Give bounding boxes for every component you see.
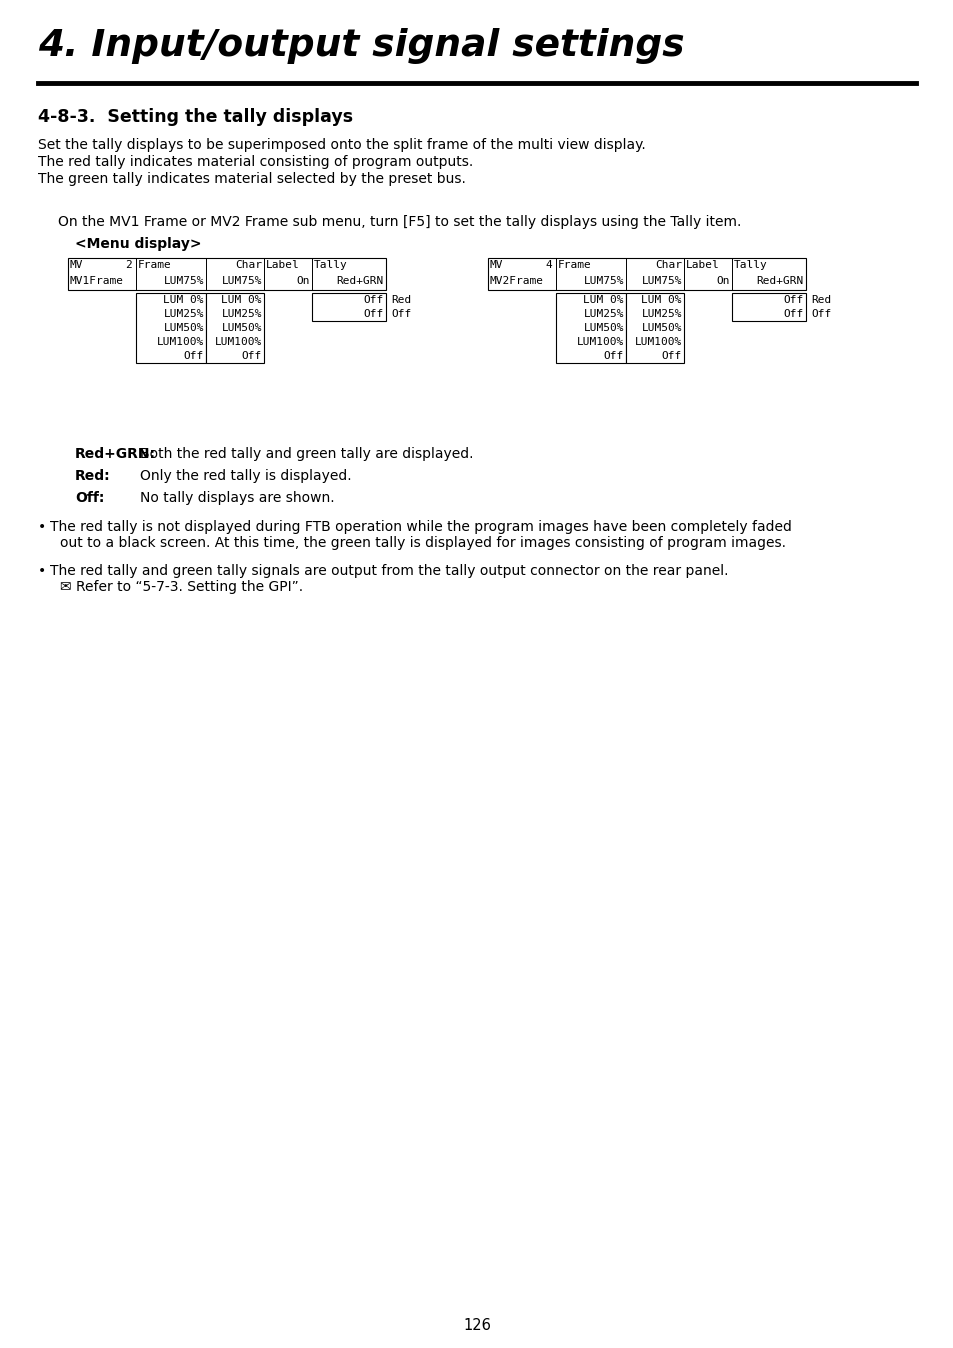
Text: Frame: Frame [558,260,591,270]
Text: LUM50%: LUM50% [640,324,681,333]
Text: Off: Off [363,295,384,305]
Text: LUM75%: LUM75% [640,276,681,286]
Text: MV: MV [490,260,503,270]
Bar [206,293,264,363]
Text: Off: Off [603,350,623,361]
Text: LUM50%: LUM50% [221,324,262,333]
Text: LUM25%: LUM25% [163,309,204,319]
Text: Off: Off [783,295,803,305]
Text: Off:: Off: [75,491,104,506]
Text: 4-8-3.  Setting the tally displays: 4-8-3. Setting the tally displays [38,108,353,125]
Bar [556,293,625,363]
Text: Tally: Tally [314,260,348,270]
Text: LUM25%: LUM25% [583,309,623,319]
Text: Frame: Frame [138,260,172,270]
Text: LUM100%: LUM100% [577,337,623,346]
Text: LUM 0%: LUM 0% [583,295,623,305]
Text: Set the tally displays to be superimposed onto the split frame of the multi view: Set the tally displays to be superimpose… [38,137,645,152]
Text: On: On [296,276,310,286]
Text: 126: 126 [462,1318,491,1333]
Text: LUM75%: LUM75% [221,276,262,286]
Text: MV: MV [70,260,84,270]
Text: LUM25%: LUM25% [221,309,262,319]
Text: out to a black screen. At this time, the green tally is displayed for images con: out to a black screen. At this time, the… [60,537,785,550]
Bar [731,293,805,321]
Text: LUM100%: LUM100% [634,337,681,346]
Text: Off: Off [184,350,204,361]
Text: Off: Off [241,350,262,361]
Text: The red tally indicates material consisting of program outputs.: The red tally indicates material consist… [38,155,473,168]
Text: Both the red tally and green tally are displayed.: Both the red tally and green tally are d… [140,448,473,461]
Text: Only the red tally is displayed.: Only the red tally is displayed. [140,469,352,483]
Text: Char: Char [234,260,262,270]
Text: LUM50%: LUM50% [583,324,623,333]
Text: 4. Input/output signal settings: 4. Input/output signal settings [38,28,684,63]
Text: LUM100%: LUM100% [214,337,262,346]
Text: Label: Label [685,260,719,270]
Text: The red tally is not displayed during FTB operation while the program images hav: The red tally is not displayed during FT… [50,520,791,534]
Text: Off: Off [810,309,830,319]
Text: LUM75%: LUM75% [583,276,623,286]
Text: •: • [38,520,46,534]
Text: On the MV1 Frame or MV2 Frame sub menu, turn [F5] to set the tally displays usin: On the MV1 Frame or MV2 Frame sub menu, … [58,214,740,229]
Text: Off: Off [363,309,384,319]
Text: Red: Red [391,295,411,305]
Bar [136,293,206,363]
Text: Off: Off [391,309,411,319]
Text: Off: Off [783,309,803,319]
Text: LUM 0%: LUM 0% [163,295,204,305]
Text: Label: Label [266,260,299,270]
Text: Off: Off [661,350,681,361]
Text: 2: 2 [125,260,132,270]
Text: Red+GRN: Red+GRN [336,276,384,286]
Text: The green tally indicates material selected by the preset bus.: The green tally indicates material selec… [38,173,465,186]
Text: 4: 4 [545,260,552,270]
Text: The red tally and green tally signals are output from the tally output connector: The red tally and green tally signals ar… [50,563,728,578]
Text: MV1Frame: MV1Frame [70,276,124,286]
Bar [68,257,386,290]
Text: LUM 0%: LUM 0% [221,295,262,305]
Bar [312,293,386,321]
Text: Red:: Red: [75,469,111,483]
Text: LUM 0%: LUM 0% [640,295,681,305]
Text: ✉ Refer to “5-7-3. Setting the GPI”.: ✉ Refer to “5-7-3. Setting the GPI”. [60,580,303,594]
Text: LUM75%: LUM75% [163,276,204,286]
Text: Red+GRN: Red+GRN [756,276,803,286]
Bar [625,293,683,363]
Text: •: • [38,563,46,578]
Bar [488,257,805,290]
Text: Red+GRN:: Red+GRN: [75,448,156,461]
Text: LUM25%: LUM25% [640,309,681,319]
Text: LUM100%: LUM100% [156,337,204,346]
Text: LUM50%: LUM50% [163,324,204,333]
Text: Tally: Tally [733,260,767,270]
Text: Red: Red [810,295,830,305]
Text: On: On [716,276,729,286]
Text: <Menu display>: <Menu display> [75,237,201,251]
Text: MV2Frame: MV2Frame [490,276,543,286]
Text: Char: Char [655,260,681,270]
Text: No tally displays are shown.: No tally displays are shown. [140,491,335,506]
